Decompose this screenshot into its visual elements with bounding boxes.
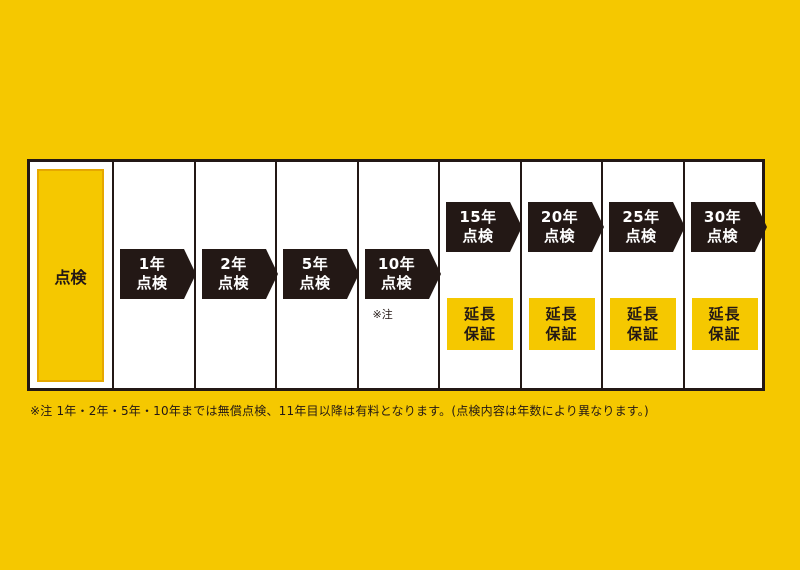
arrow-shape	[364, 249, 441, 299]
extended-warranty-badge: 延長 保証	[610, 298, 676, 350]
step-type: 点検	[380, 274, 412, 292]
step-column: 25年 点検延長保証	[601, 162, 685, 388]
step-type: 点検	[706, 227, 738, 245]
step-column: 1年 点検	[112, 162, 196, 388]
arrow-shape	[690, 202, 767, 252]
step-year: 5年	[301, 255, 329, 273]
step-type: 点検	[462, 227, 494, 245]
step-type: 点検	[625, 227, 657, 245]
arrow-shape	[609, 202, 685, 252]
arrow-shape	[201, 249, 278, 299]
extended-warranty-badge: 延長 保証	[691, 298, 758, 350]
warranty-line2: 保証	[626, 325, 659, 343]
step-year: 30年	[703, 208, 742, 226]
note-mark: ※注	[372, 308, 393, 321]
step-type: 点検	[217, 274, 249, 292]
warranty-line1: 延長	[545, 305, 578, 323]
step-year: 15年	[459, 208, 497, 226]
arrow-shape	[120, 249, 196, 299]
warranty-line2: 保証	[708, 325, 741, 343]
step-column: 30年 点検延長保証	[682, 162, 767, 388]
arrow-label: 25年 点検	[609, 202, 673, 252]
step-year: 10年	[377, 255, 416, 273]
step-year: 25年	[622, 208, 660, 226]
arrow-label: 1年 点検	[120, 249, 184, 299]
warranty-line2: 保証	[545, 325, 578, 343]
step-column: 2年 点検	[193, 162, 278, 388]
step-year: 20年	[540, 208, 579, 226]
arrow-shape	[446, 202, 522, 252]
step-type: 点検	[136, 274, 168, 292]
header-column: 点検	[30, 162, 112, 388]
arrow-shape	[527, 202, 604, 252]
arrow-shape	[283, 249, 359, 299]
extended-warranty-badge: 延長 保証	[447, 298, 513, 350]
arrow-label: 5年 点検	[283, 249, 347, 299]
warranty-line1: 延長	[463, 305, 496, 323]
step-column: 5年 点検	[275, 162, 359, 388]
step-type: 点検	[299, 274, 331, 292]
step-column: 15年 点検延長保証	[438, 162, 522, 388]
step-year: 1年	[138, 255, 166, 273]
step-column: 10年 点検 ※注	[356, 162, 441, 388]
extended-warranty-badge: 延長 保証	[528, 298, 595, 350]
warranty-line2: 保証	[463, 325, 496, 343]
arrow-label: 2年 点検	[202, 249, 266, 299]
footnote: ※注 1年・2年・5年・10年までは無償点検、11年目以降は有料となります。(点…	[30, 404, 649, 418]
step-year: 2年	[220, 255, 247, 273]
step-column: 20年 点検延長保証	[519, 162, 604, 388]
step-type: 点検	[543, 227, 575, 245]
arrow-label: 15年 点検	[446, 202, 510, 252]
header-label: 点検	[37, 169, 104, 382]
arrow-label: 30年 点検	[691, 202, 755, 252]
warranty-line1: 延長	[626, 305, 659, 323]
arrow-label: 20年 点検	[528, 202, 592, 252]
arrow-label: 10年 点検	[365, 249, 429, 299]
inspection-table: 点検 1年 点検 2年 点検 5年 点検 10年 点検 ※注 15年 点検 延長 保証 20年 点検 延長 保証…	[27, 159, 767, 391]
warranty-line1: 延長	[708, 305, 741, 323]
